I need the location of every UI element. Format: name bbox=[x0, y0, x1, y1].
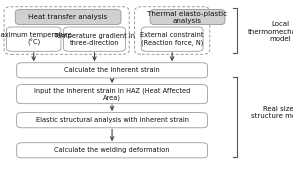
FancyBboxPatch shape bbox=[17, 113, 207, 128]
Text: Temperature gradient in
three-direction: Temperature gradient in three-direction bbox=[54, 33, 135, 46]
Text: Thermal elasto-plastic
analysis: Thermal elasto-plastic analysis bbox=[147, 10, 228, 24]
Text: Elastic structural analysis with inherent strain: Elastic structural analysis with inheren… bbox=[35, 117, 189, 123]
FancyBboxPatch shape bbox=[17, 63, 207, 78]
Text: Maximum temperature
(°C): Maximum temperature (°C) bbox=[0, 32, 72, 46]
FancyBboxPatch shape bbox=[6, 27, 61, 51]
FancyBboxPatch shape bbox=[17, 85, 207, 104]
Text: Input the inherent strain in HAZ (Heat Affected
Area): Input the inherent strain in HAZ (Heat A… bbox=[34, 87, 190, 101]
FancyBboxPatch shape bbox=[15, 9, 121, 25]
Text: Local
thermomechanical
model: Local thermomechanical model bbox=[248, 21, 293, 42]
Text: External constraint
(Reaction force, N): External constraint (Reaction force, N) bbox=[140, 32, 204, 46]
FancyBboxPatch shape bbox=[141, 27, 203, 51]
FancyBboxPatch shape bbox=[17, 143, 207, 158]
FancyBboxPatch shape bbox=[64, 27, 125, 51]
Text: Heat transfer analysis: Heat transfer analysis bbox=[28, 14, 108, 20]
Text: Calculate the welding deformation: Calculate the welding deformation bbox=[54, 147, 170, 153]
Text: Real size
structure model: Real size structure model bbox=[251, 106, 293, 119]
FancyBboxPatch shape bbox=[150, 9, 225, 25]
Text: Calculate the Inherent strain: Calculate the Inherent strain bbox=[64, 67, 160, 73]
